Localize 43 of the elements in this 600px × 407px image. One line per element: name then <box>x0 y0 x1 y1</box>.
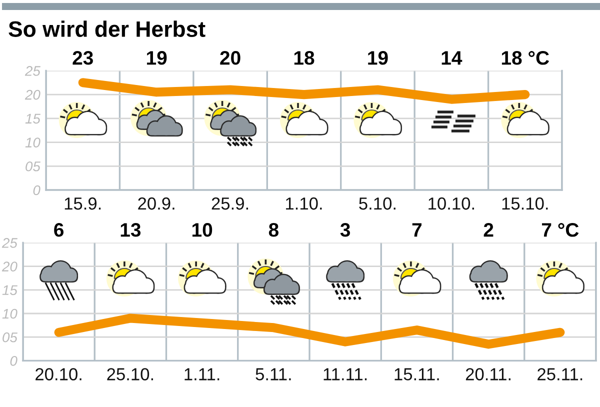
x-tick-label: 25.10. <box>107 368 153 380</box>
x-tick-label: 25.11. <box>538 368 582 380</box>
y-tick-label: 25 <box>2 238 18 248</box>
x-tick-label: 25.9. <box>212 197 248 210</box>
x-tick-label: 20.11. <box>466 368 510 380</box>
text: 18 <box>294 51 314 65</box>
y-tick-label: 20 <box>24 90 40 100</box>
text: 8 <box>268 223 278 237</box>
text: 14 <box>442 51 462 65</box>
x-tick-label: 11.11. <box>324 368 367 380</box>
x-tick-label: 20.10. <box>36 368 82 380</box>
text: 2 <box>484 223 494 237</box>
y-tick-label: 25 <box>24 66 40 76</box>
y-tick-label: 15 <box>2 285 18 296</box>
x-tick-label: 15.10. <box>502 197 548 210</box>
y-tick-label: 0 <box>10 356 18 366</box>
text: 6 <box>54 223 64 237</box>
x-tick-label: 15.11. <box>394 368 439 380</box>
y-tick-label: 0 <box>33 185 40 196</box>
text: 19 <box>368 51 388 65</box>
text: 7 °C <box>542 223 579 237</box>
text: 10 <box>192 223 212 237</box>
text: 3 <box>340 223 350 237</box>
y-tick-label: 10 <box>25 138 40 148</box>
x-tick-label: 5.10. <box>359 197 396 210</box>
y-tick-label: 05 <box>2 332 18 342</box>
y-tick-label: 05 <box>26 161 40 172</box>
y-tick-label: 10 <box>2 308 18 319</box>
y-tick-label: 15 <box>25 114 40 124</box>
x-tick-label: 1.11. <box>184 368 220 380</box>
text: 20 <box>220 51 240 65</box>
y-tick-label: 20 <box>2 262 18 272</box>
text: 13 <box>120 223 141 237</box>
x-tick-label: 15.9. <box>64 197 101 210</box>
x-tick-label: 1.10. <box>286 197 322 210</box>
text: 7 <box>412 223 422 237</box>
x-tick-label: 10.10. <box>428 197 474 210</box>
text: 18 °C <box>502 51 550 65</box>
x-tick-label: 20.9. <box>138 197 174 210</box>
chart-title: So wird der Herbst <box>8 20 206 37</box>
x-tick-label: 5.11. <box>256 368 291 380</box>
text: 19 <box>146 51 167 65</box>
text: 23 <box>72 51 93 65</box>
